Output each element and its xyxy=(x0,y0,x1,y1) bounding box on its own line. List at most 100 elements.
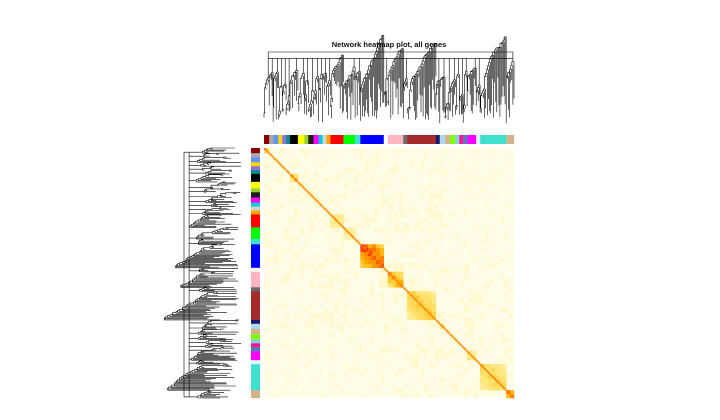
diagonal-cell xyxy=(303,187,305,189)
heatmap-cell xyxy=(379,303,384,308)
diagonal-cell xyxy=(472,356,474,358)
module-block-cell xyxy=(487,375,492,380)
heatmap-cell xyxy=(319,328,324,333)
heatmap-cell xyxy=(434,208,439,213)
heatmap-cell xyxy=(339,288,344,293)
module-color-segment xyxy=(282,135,287,144)
heatmap-cell xyxy=(394,318,399,323)
module-block-cell xyxy=(407,303,412,308)
heatmap-cell xyxy=(494,298,499,303)
plot-title: Network heatmap plot, all genes xyxy=(331,40,447,49)
heatmap-cell xyxy=(324,248,329,253)
heatmap-cell xyxy=(279,178,284,183)
heatmap-cell xyxy=(349,188,354,193)
heatmap-cell xyxy=(479,273,484,278)
heatmap-cell xyxy=(364,173,369,178)
heatmap-cell xyxy=(419,343,424,348)
module-block-cell xyxy=(495,386,499,391)
heatmap-cell xyxy=(404,338,409,343)
diagonal-cell xyxy=(317,201,319,203)
diagonal-cell xyxy=(450,334,452,336)
heatmap-cell xyxy=(264,173,269,178)
heatmap-cell xyxy=(379,278,384,283)
heatmap-cell xyxy=(274,393,279,398)
heatmap-cell xyxy=(474,293,479,298)
heatmap-cell xyxy=(274,333,279,338)
heatmap-cell xyxy=(449,253,454,258)
heatmap-cell xyxy=(469,298,474,303)
heatmap-cell xyxy=(449,338,454,343)
module-color-segment xyxy=(330,135,344,144)
heatmap-cell xyxy=(464,173,469,178)
heatmap-cell xyxy=(339,358,344,363)
heatmap-cell xyxy=(414,263,419,268)
heatmap-cell xyxy=(494,208,499,213)
heatmap-cell xyxy=(484,258,489,263)
heatmap-cell xyxy=(374,383,379,388)
heatmap-cell xyxy=(389,328,394,333)
heatmap-cell xyxy=(469,338,474,343)
module-block-cell xyxy=(502,367,507,372)
heatmap-cell xyxy=(279,368,284,373)
heatmap-cell xyxy=(364,223,369,228)
heatmap-cell xyxy=(424,188,429,193)
module-color-segment xyxy=(251,197,260,203)
heatmap-cell xyxy=(319,383,324,388)
heatmap-cell xyxy=(334,193,339,198)
heatmap-cell xyxy=(469,198,474,203)
heatmap-cell xyxy=(419,368,424,373)
heatmap-cell xyxy=(349,388,354,393)
heatmap-cell xyxy=(274,168,279,173)
heatmap-cell xyxy=(299,148,304,153)
heatmap-cell xyxy=(314,263,319,268)
diagonal-cell xyxy=(499,383,502,386)
heatmap-cell xyxy=(419,158,424,163)
heatmap-cell xyxy=(359,373,364,378)
heatmap-cell xyxy=(404,223,409,228)
heatmap-cell xyxy=(294,233,299,238)
heatmap-cell xyxy=(419,228,424,233)
diagonal-cell xyxy=(408,292,411,295)
heatmap-cell xyxy=(394,228,399,233)
heatmap-cell xyxy=(379,308,384,313)
diagonal-cell xyxy=(353,237,356,240)
heatmap-cell xyxy=(279,388,284,393)
heatmap-cell xyxy=(424,253,429,258)
heatmap-cell xyxy=(339,193,344,198)
heatmap-cell xyxy=(464,268,469,273)
heatmap-cell xyxy=(464,358,469,363)
heatmap-cell xyxy=(409,353,414,358)
module-block-cell xyxy=(379,252,384,257)
heatmap-cell xyxy=(404,353,409,358)
heatmap-cell xyxy=(509,253,514,258)
diagonal-cell xyxy=(364,248,366,250)
heatmap-cell xyxy=(309,228,314,233)
module-block-cell xyxy=(439,326,443,330)
heatmap-cell xyxy=(454,288,459,293)
module-block-cell xyxy=(411,315,416,321)
module-block-cell xyxy=(368,244,373,249)
heatmap-cell xyxy=(279,323,284,328)
diagonal-cell xyxy=(494,378,497,381)
heatmap-cell xyxy=(314,343,319,348)
heatmap-cell xyxy=(344,288,349,293)
module-block-cell xyxy=(415,307,420,312)
module-block-cell xyxy=(427,315,432,321)
heatmap-cell xyxy=(394,223,399,228)
module-block-cell xyxy=(351,231,356,236)
heatmap-cell xyxy=(484,178,489,183)
heatmap-cell xyxy=(454,168,459,173)
heatmap-cell xyxy=(504,373,509,378)
heatmap-cell xyxy=(299,248,304,253)
heatmap-cell xyxy=(269,368,274,373)
heatmap-cell xyxy=(369,238,374,243)
diagonal-cell xyxy=(360,244,362,246)
module-color-segment xyxy=(251,319,260,324)
heatmap-cell xyxy=(464,188,469,193)
heatmap-cell xyxy=(454,383,459,388)
heatmap-cell xyxy=(489,393,494,398)
diagonal-cell xyxy=(346,230,348,232)
heatmap-cell xyxy=(354,168,359,173)
heatmap-cell xyxy=(264,388,269,393)
module-color-segment xyxy=(286,135,291,144)
